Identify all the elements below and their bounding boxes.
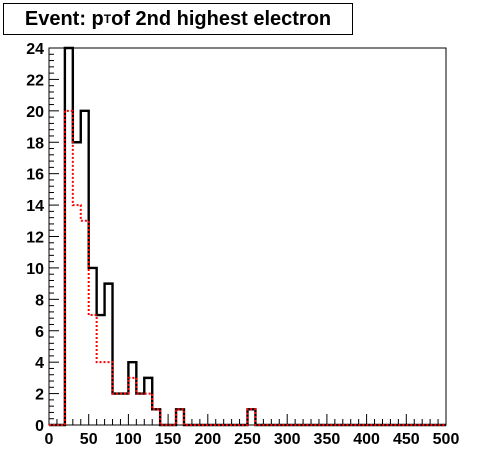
- x-tick-label: 450: [393, 431, 420, 448]
- y-tick-label: 12: [26, 230, 44, 247]
- y-tick-label: 14: [26, 198, 44, 215]
- x-tick-label: 150: [155, 431, 182, 448]
- series-layer: [49, 46, 446, 427]
- y-tick-label: 2: [35, 387, 44, 404]
- y-tick-label: 20: [26, 104, 44, 121]
- series-1-step-line: [49, 46, 446, 427]
- y-tick-label: 6: [35, 324, 44, 341]
- title-suffix: of 2nd highest electron: [111, 7, 332, 30]
- y-tick-label: 8: [35, 292, 44, 309]
- title-prefix: Event: p: [24, 7, 104, 30]
- x-tick-label: 400: [353, 431, 380, 448]
- x-tick-label: 300: [274, 431, 301, 448]
- x-tick-label: 50: [80, 431, 98, 448]
- x-tick-label: 250: [234, 431, 261, 448]
- title-subscript: T: [103, 12, 112, 26]
- y-tick-label: 18: [26, 135, 44, 152]
- x-axis: 0 50 100 150 200 250 300 350 400 450 500: [45, 414, 460, 448]
- x-tick-label: 0: [45, 431, 54, 448]
- y-tick-label: 10: [26, 261, 44, 278]
- y-tick-label: 22: [26, 72, 44, 89]
- y-tick-label: 4: [35, 355, 44, 372]
- plot-frame: [48, 47, 447, 426]
- x-tick-label: 500: [433, 431, 460, 448]
- y-tick-label: 0: [35, 418, 44, 435]
- y-tick-label: 24: [26, 41, 44, 58]
- x-tick-label: 350: [314, 431, 341, 448]
- x-tick-label: 200: [194, 431, 221, 448]
- series-2-step-line: [49, 109, 446, 426]
- x-tick-label: 100: [115, 431, 142, 448]
- y-tick-label: 16: [26, 167, 44, 184]
